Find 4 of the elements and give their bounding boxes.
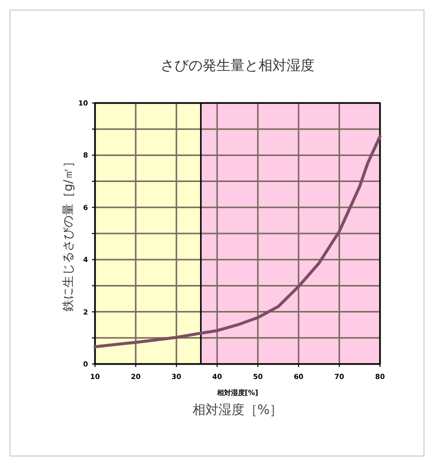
line-series — [94, 134, 382, 348]
y-axis-title: 鉄に生じるさびの量［g/㎡］ — [61, 156, 75, 312]
chart-title: さびの発生量と相対湿度 — [160, 58, 314, 74]
x-axis-title: 相対湿度［%］ — [192, 402, 283, 418]
